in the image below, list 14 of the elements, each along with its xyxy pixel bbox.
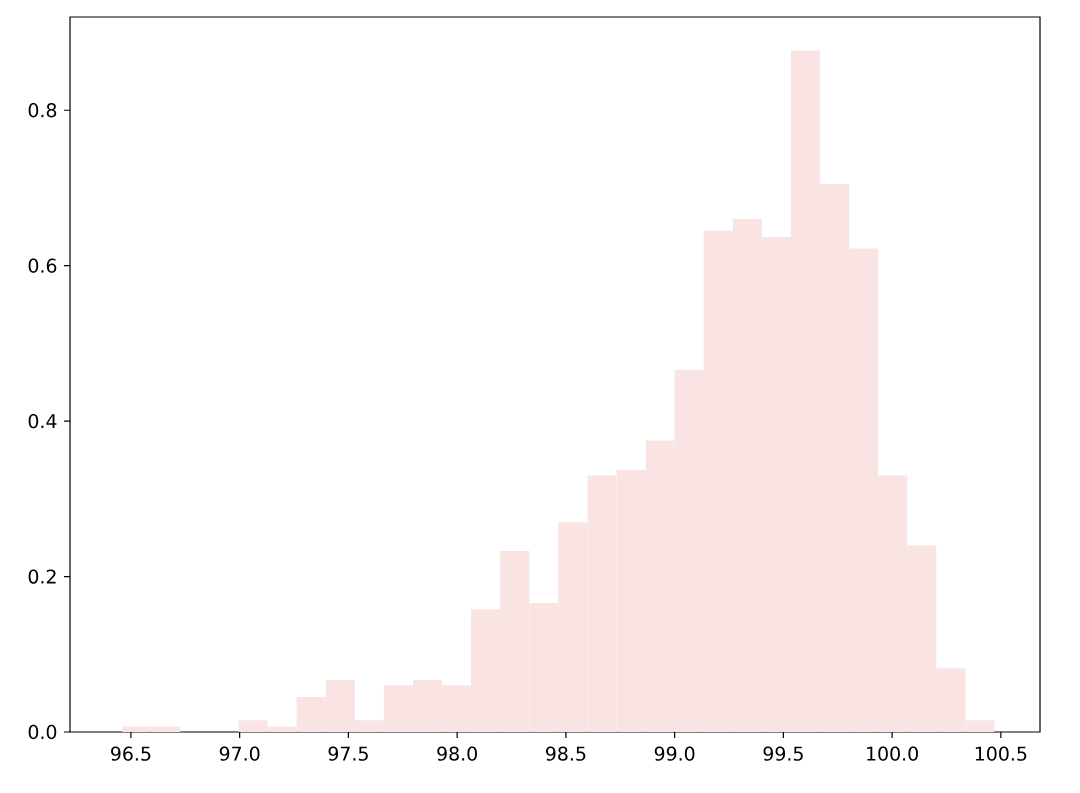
y-tick-label: 0.4	[28, 413, 57, 429]
x-tick-label: 96.5	[111, 746, 151, 761]
y-tick-label: 0.0	[28, 724, 57, 740]
x-tick-label: 97.0	[219, 746, 260, 761]
x-tick-label: 98.5	[546, 746, 586, 761]
x-tick-label: 100.0	[867, 746, 918, 761]
x-tick-label: 100.5	[975, 746, 1027, 761]
x-tick-label: 98.0	[437, 746, 477, 761]
y-tick-label: 0.2	[28, 569, 56, 584]
x-tick-label: 99.5	[763, 746, 803, 761]
y-tick-label: 0.8	[28, 103, 57, 118]
x-tick-label: 97.5	[328, 746, 368, 761]
y-tick-label: 0.6	[28, 258, 57, 273]
x-tick-label: 99.0	[654, 746, 695, 761]
